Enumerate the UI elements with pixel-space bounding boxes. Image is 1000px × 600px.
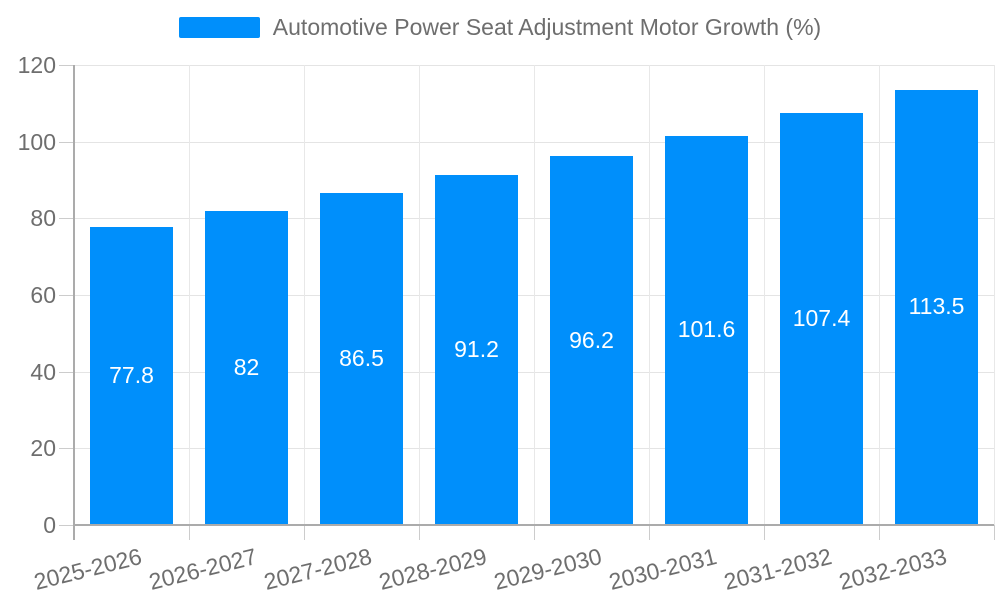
x-axis-tick: [419, 525, 420, 540]
x-gridline: [994, 65, 995, 525]
x-axis-category-label: 2028-2029: [375, 543, 489, 595]
y-axis-tick-label: 60: [30, 282, 56, 308]
y-axis-tick: [59, 65, 74, 66]
bar-value-label: 82: [233, 353, 260, 380]
x-axis-tick: [649, 525, 650, 540]
x-axis-category-label: 2032-2033: [835, 543, 949, 595]
bar-2029-2030[interactable]: [550, 156, 633, 525]
y-axis-tick: [59, 448, 74, 450]
x-gridline: [879, 65, 880, 525]
y-axis-tick-label: 0: [43, 512, 56, 538]
x-gridline: [649, 65, 650, 525]
bar-value-label: 91.2: [454, 336, 499, 363]
y-axis-tick-label: 100: [17, 128, 56, 155]
x-axis-tick: [764, 525, 765, 540]
bar-2025-2026[interactable]: [90, 226, 173, 525]
y-axis-tick-label: 120: [17, 52, 56, 78]
bar-value-label: 96.2: [569, 326, 614, 353]
x-axis-tick: [189, 525, 190, 540]
x-gridline: [304, 65, 305, 525]
x-axis-category-label: 2026-2027: [145, 543, 259, 595]
x-gridline: [419, 65, 420, 525]
bar-2030-2031[interactable]: [665, 135, 748, 525]
y-axis-tick-label: 40: [30, 358, 56, 385]
y-axis-tick: [59, 295, 74, 296]
y-axis-tick-label: 20: [30, 435, 56, 462]
y-axis-line: [73, 65, 75, 540]
x-axis-tick: [304, 525, 305, 540]
bar-2026-2027[interactable]: [205, 210, 288, 525]
x-axis-category-label: 2027-2028: [260, 543, 374, 595]
y-axis-tick: [59, 525, 74, 526]
y-axis-tick: [59, 218, 74, 220]
bar-2031-2032[interactable]: [780, 113, 863, 525]
x-axis-tick: [879, 525, 880, 540]
bar-2027-2028[interactable]: [320, 193, 403, 525]
bar-2032-2033[interactable]: [895, 89, 978, 525]
x-axis-tick: [534, 525, 535, 540]
bar-value-label: 86.5: [339, 345, 384, 372]
x-gridline: [764, 65, 765, 525]
bar-value-label: 77.8: [109, 361, 154, 388]
x-axis-line: [73, 524, 994, 526]
legend-series-label[interactable]: Automotive Power Seat Adjustment Motor G…: [272, 14, 822, 40]
bar-2028-2029[interactable]: [435, 175, 518, 525]
x-axis-tick: [994, 525, 995, 540]
y-axis-tick-label: 80: [30, 205, 56, 232]
bar-value-label: 107.4: [792, 305, 851, 332]
x-gridline: [534, 65, 535, 525]
legend-swatch-icon[interactable]: [178, 17, 260, 38]
x-axis-category-label: 2031-2032: [720, 543, 834, 595]
x-axis-category-label: 2029-2030: [490, 543, 604, 595]
chart-legend: Automotive Power Seat Adjustment Motor G…: [0, 14, 1000, 41]
y-axis-tick: [59, 141, 74, 143]
x-axis-category-label: 2025-2026: [30, 543, 144, 595]
x-gridline: [189, 65, 190, 525]
bar-value-label: 101.6: [677, 316, 736, 343]
y-axis-tick: [59, 371, 74, 373]
bar-value-label: 113.5: [908, 293, 965, 320]
x-axis-category-label: 2030-2031: [605, 543, 719, 595]
